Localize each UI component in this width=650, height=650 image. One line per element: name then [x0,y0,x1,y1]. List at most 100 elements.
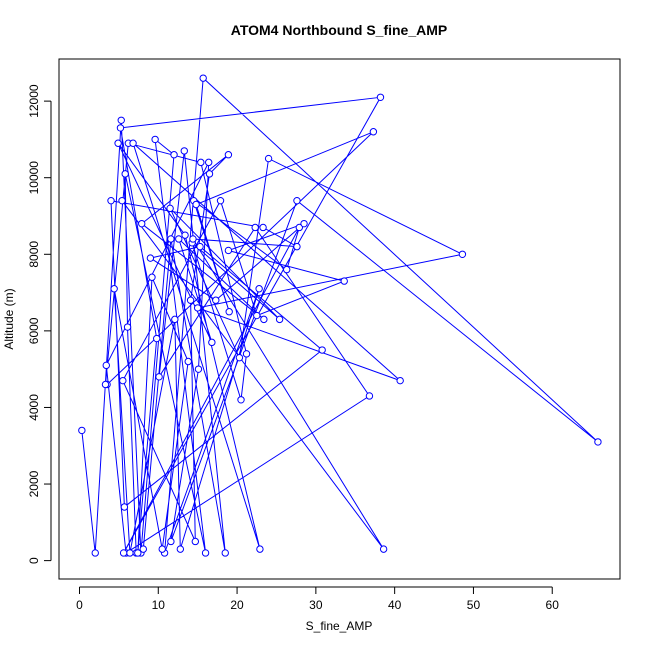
data-point [119,376,127,385]
y-tick-label: 2000 [27,470,41,497]
x-axis: 0 10 20 30 40 50 60 [76,586,560,612]
data-point [216,196,225,205]
x-tick-label: 40 [388,598,402,612]
data-point [139,545,148,553]
data-point [221,549,229,557]
data-point [193,304,202,312]
data-point [197,158,205,167]
data-point [196,242,204,251]
data-point [212,296,220,304]
y-axis-label: Altitude (m) [2,288,16,349]
data-point [126,549,134,557]
x-tick-label: 50 [467,598,481,612]
data-point [170,151,178,159]
data-point [167,235,175,243]
data-point [293,196,301,205]
data-point [376,93,385,101]
data-point [194,365,203,373]
data-point [242,350,251,358]
data-point [255,285,263,293]
data-point [186,296,195,304]
data-point [237,396,245,404]
data-point [107,196,115,205]
data-point [260,315,268,324]
data-point [205,170,214,178]
data-point [201,549,210,557]
data-point [224,151,233,159]
point-group [78,74,602,557]
data-point [189,235,197,243]
data-point [225,308,233,316]
data-point [340,277,348,285]
x-tick-label: 10 [152,598,166,612]
data-point [101,380,110,389]
data-point [365,392,374,400]
data-point [594,438,602,446]
x-tick-label: 0 [76,598,83,612]
plot-frame [58,58,621,580]
x-tick-label: 30 [309,598,323,612]
data-point [396,376,404,385]
data-point [91,549,99,557]
data-point [166,204,174,213]
y-tick-label: 0 [27,557,41,564]
data-point [369,128,378,136]
series-line-group [81,77,599,554]
data-point [134,549,142,557]
y-tick-label: 6000 [27,317,41,344]
data-point [120,503,129,511]
data-point [295,223,304,232]
data-point [102,361,110,370]
data-point [318,346,326,354]
data-point [256,545,264,553]
data-point [192,200,200,209]
data-point [275,315,284,324]
data-point [259,223,267,232]
data-point [224,246,233,255]
data-point [251,223,259,232]
data-point [180,147,188,155]
data-point [114,139,122,147]
series-line [81,77,599,554]
data-point [151,135,159,144]
x-tick-label: 60 [546,598,560,612]
data-point [181,231,189,239]
data-point [153,334,161,343]
data-point [171,315,179,324]
data-point [283,265,291,274]
y-tick-label: 10000 [27,161,41,195]
data-point [123,323,132,331]
data-point [293,242,301,251]
data-point [110,285,118,293]
data-point [191,537,200,546]
data-point [175,235,183,243]
data-point [208,338,216,347]
data-point [117,116,125,124]
data-point [235,353,244,362]
y-tick-label: 4000 [27,394,41,421]
data-point [78,426,86,435]
data-point [167,537,175,546]
y-axis: 0 2000 4000 6000 8000 10000 12000 [27,84,52,564]
data-point [146,254,155,262]
data-point [116,124,125,132]
data-point [253,311,261,320]
chart-title: ATOM4 Northbound S_fine_AMP [231,22,447,38]
data-point [458,250,467,258]
y-tick-label: 8000 [27,241,41,268]
data-point [184,357,192,366]
data-point [121,170,129,178]
data-point [199,74,207,82]
x-tick-label: 20 [230,598,244,612]
y-tick-label: 12000 [27,84,41,118]
data-point [155,373,163,381]
data-point [158,545,166,553]
data-point [138,219,146,228]
data-point [379,545,388,553]
data-point [205,158,213,167]
data-point [176,545,185,553]
data-point [264,154,273,163]
data-point [119,549,128,557]
data-point [129,139,137,147]
